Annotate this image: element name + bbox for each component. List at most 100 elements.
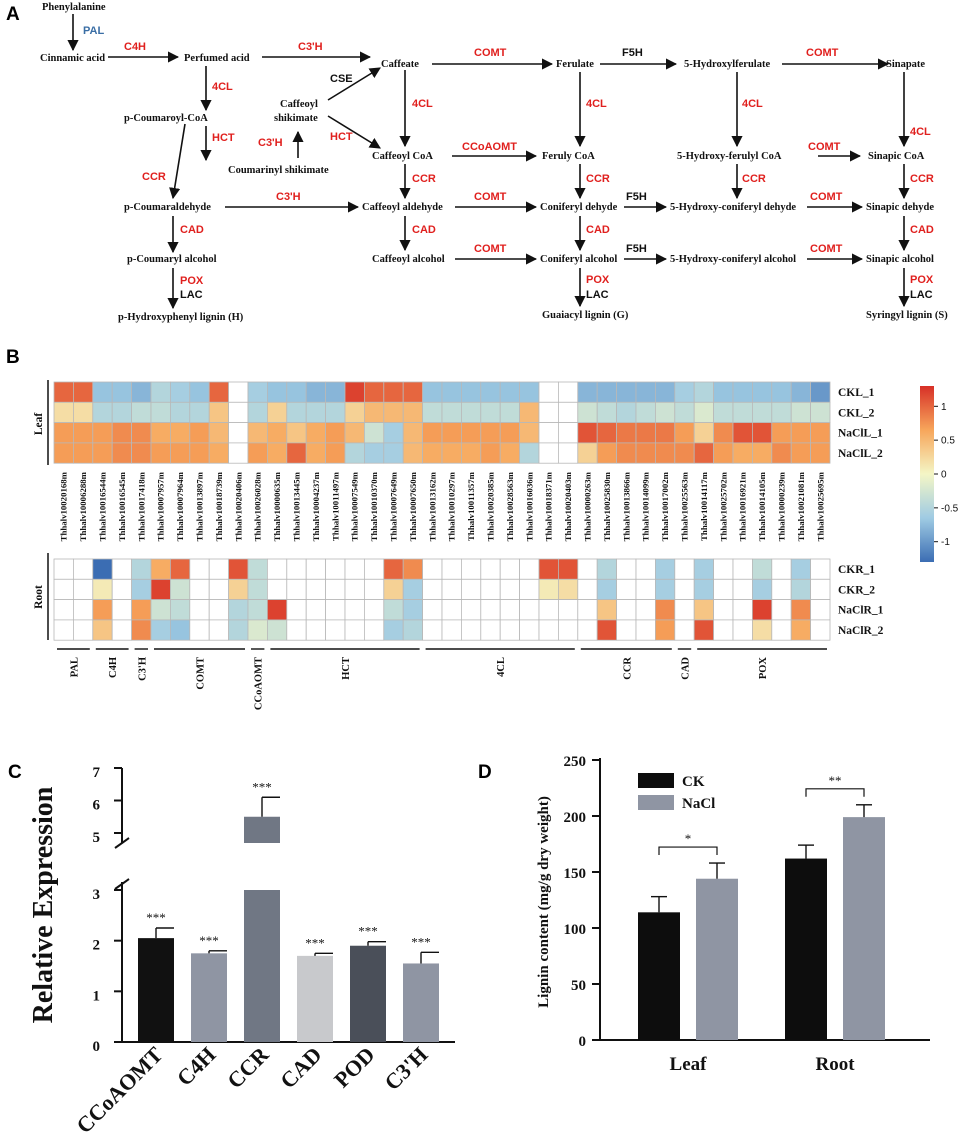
heatmap-cell xyxy=(305,599,327,621)
gene-label: Thhalv10017418m xyxy=(136,471,146,541)
heatmap-cell xyxy=(480,442,501,464)
gene-label: Thhalv10004237m xyxy=(311,471,321,541)
heatmap-cell xyxy=(752,381,773,403)
panel-label-c: C xyxy=(8,762,22,783)
significance-marker: *** xyxy=(252,779,272,794)
heatmap-cell xyxy=(208,558,229,580)
enzyme-label: POX xyxy=(180,275,204,287)
heatmap-cell xyxy=(732,422,753,444)
heatmap-cell xyxy=(655,578,676,600)
heatmap-cell xyxy=(189,558,210,580)
lignin-pathway-diagram: Phenylalanine Cinnamic acid Perfumed aci… xyxy=(40,2,948,323)
heatmap-cell xyxy=(441,599,462,621)
heatmap-cell xyxy=(73,558,94,580)
heatmap-cell xyxy=(383,599,404,621)
heatmap-cell xyxy=(305,558,327,580)
enzyme-label: C3'H xyxy=(276,191,301,203)
heatmap-cell xyxy=(693,619,715,641)
heatmap-cell xyxy=(790,401,812,423)
bar xyxy=(638,912,680,1040)
heatmap-cell xyxy=(538,558,559,580)
heatmap-cell xyxy=(635,619,656,641)
enzyme-label: COMT xyxy=(810,243,843,255)
heatmap-cell xyxy=(325,558,346,580)
heatmap-cell xyxy=(247,422,268,444)
y-tick-label: 7 xyxy=(93,765,101,781)
heatmap-cell xyxy=(790,442,812,464)
heatmap-cell xyxy=(616,442,637,464)
y-tick-label: 0 xyxy=(579,1034,587,1050)
group-label: 4CL xyxy=(496,657,507,677)
heatmap-cell xyxy=(596,401,618,423)
heatmap-cell xyxy=(538,599,559,621)
heatmap-cell xyxy=(73,401,94,423)
heatmap-cell xyxy=(538,442,559,464)
heatmap-cell xyxy=(480,619,501,641)
heatmap-cell xyxy=(111,381,132,403)
heatmap-cell xyxy=(499,619,521,641)
heatmap-cell xyxy=(266,422,288,444)
heatmap-cell xyxy=(189,619,210,641)
heatmap-cell xyxy=(53,422,74,444)
heatmap-cell xyxy=(577,619,598,641)
heatmap-cell xyxy=(131,442,152,464)
heatmap-cell xyxy=(558,422,579,444)
heatmap-cell xyxy=(635,558,656,580)
bar xyxy=(138,938,174,1042)
enzyme-label: CCR xyxy=(910,173,934,185)
heatmap-cell xyxy=(150,381,171,403)
heatmap-cell xyxy=(344,578,365,600)
bar xyxy=(191,953,227,1042)
panel-label-d: D xyxy=(478,762,492,783)
heatmap-cell xyxy=(325,619,346,641)
heatmap-cell xyxy=(73,422,94,444)
heatmap-cell xyxy=(713,558,734,580)
gene-label: Thhalv10013866m xyxy=(621,471,631,541)
enzyme-label: 4CL xyxy=(586,98,607,110)
metabolite: Sinapic CoA xyxy=(868,151,925,162)
heatmap-cell xyxy=(460,442,482,464)
heatmap-cell xyxy=(499,578,521,600)
metabolite: 5-Hydroxylferulate xyxy=(684,59,770,70)
heatmap-cell xyxy=(92,578,113,600)
heatmap-cell xyxy=(538,401,559,423)
heatmap-cell xyxy=(577,599,598,621)
metabolite: p-Coumaryl alcohol xyxy=(127,254,217,265)
gene-label: Thhalv10025563m xyxy=(680,471,690,541)
heatmap-cell xyxy=(771,619,792,641)
sample-label: CKL_2 xyxy=(838,407,875,419)
heatmap-cell xyxy=(111,578,132,600)
heatmap-cell xyxy=(150,401,171,423)
heatmap-cell xyxy=(305,619,327,641)
heatmap-cell xyxy=(674,599,695,621)
heatmap-cell xyxy=(189,422,210,444)
heatmap-cell xyxy=(810,401,831,423)
colorbar-tick-label: 0.5 xyxy=(941,436,955,447)
heatmap-cell xyxy=(674,578,695,600)
heatmap-cell xyxy=(732,381,753,403)
heatmap-cell xyxy=(422,619,443,641)
heatmap-cell xyxy=(208,599,229,621)
heatmap-cell xyxy=(266,558,288,580)
heatmap-cell xyxy=(790,619,812,641)
enzyme-label: COMT xyxy=(810,191,843,203)
heatmap-cell xyxy=(441,401,462,423)
x-tick-label: POD xyxy=(329,1042,380,1093)
heatmap-cell xyxy=(693,578,715,600)
heatmap-cell xyxy=(499,422,521,444)
gene-labels: Thhalv10020168m Thhalv10006288m Thhalv1001… xyxy=(59,471,826,541)
heatmap-cell xyxy=(73,599,94,621)
heatmap-cell xyxy=(363,558,385,580)
heatmap-cell xyxy=(616,599,637,621)
gene-label: Thhalv10016545m xyxy=(117,471,127,541)
group-label: POX xyxy=(758,657,769,680)
heatmap-cell xyxy=(111,442,132,464)
heatmap-cell xyxy=(460,619,482,641)
heatmap-cell xyxy=(73,381,94,403)
heatmap-cell xyxy=(208,381,229,403)
heatmap-cell xyxy=(228,381,249,403)
heatmap-cell xyxy=(538,381,559,403)
group-label: C4H xyxy=(108,657,119,678)
heatmap-cell xyxy=(655,381,676,403)
heatmap-cell xyxy=(92,401,113,423)
